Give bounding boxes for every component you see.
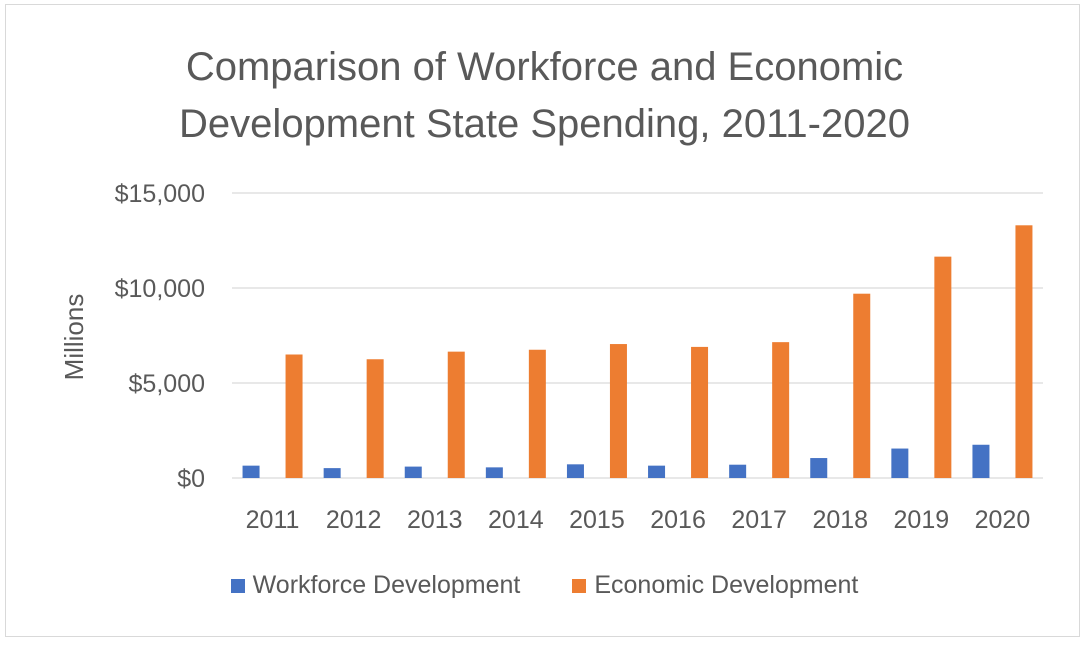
y-axis-label: Millions (59, 294, 89, 381)
bar-workforce (891, 448, 909, 478)
bar-economic (772, 342, 790, 478)
legend-label-economic: Economic Development (594, 571, 859, 599)
chart-title-line-2: Development State Spending, 2011-2020 (179, 102, 910, 146)
bar-workforce (729, 464, 747, 478)
chart-legend: Workforce Development Economic Developme… (0, 571, 1089, 600)
bar-economic (609, 344, 627, 478)
bar-workforce (810, 458, 828, 478)
bar-economic (366, 359, 384, 478)
legend-item-workforce: Workforce Development (230, 571, 521, 600)
chart-frame (5, 4, 1080, 637)
x-tick-label: 2015 (569, 506, 625, 534)
x-tick-label: 2019 (894, 506, 950, 534)
legend-swatch-workforce (230, 578, 245, 593)
x-tick-label: 2012 (326, 506, 382, 534)
bar-economic (285, 354, 303, 478)
x-tick-label: 2018 (812, 506, 868, 534)
bar-workforce (566, 464, 584, 478)
bars (242, 225, 1033, 478)
bar-workforce (485, 467, 503, 478)
legend-item-economic: Economic Development (572, 571, 858, 600)
x-tick-label: 2016 (650, 506, 706, 534)
gridlines (232, 192, 1043, 479)
bar-economic (853, 293, 871, 478)
y-tick-label: $0 (177, 465, 205, 493)
axis-labels: $0 $5,000 $10,000 $15,000 2011 2012 2013 2014 20… (115, 180, 1031, 534)
bar-economic (1015, 225, 1033, 478)
y-tick-label: $10,000 (115, 275, 205, 303)
chart-title-line-1: Comparison of Workforce and Economic (185, 45, 904, 89)
x-tick-label: 2017 (731, 506, 787, 534)
legend-label-workforce: Workforce Development (252, 571, 521, 599)
x-tick-label: 2020 (975, 506, 1031, 534)
bar-workforce (648, 465, 666, 478)
bar-workforce (972, 444, 990, 478)
bar-workforce (323, 468, 341, 478)
y-tick-label: $15,000 (115, 180, 205, 208)
x-tick-label: 2011 (246, 506, 300, 534)
y-tick-label: $5,000 (129, 370, 205, 398)
bar-workforce (242, 465, 260, 478)
x-tick-label: 2014 (488, 506, 544, 534)
bar-economic (528, 349, 546, 478)
bar-economic (691, 346, 709, 478)
bar-economic (934, 256, 952, 478)
x-tick-label: 2013 (407, 506, 463, 534)
legend-swatch-economic (572, 578, 587, 593)
bar-workforce (404, 466, 422, 478)
bar-economic (447, 351, 465, 478)
